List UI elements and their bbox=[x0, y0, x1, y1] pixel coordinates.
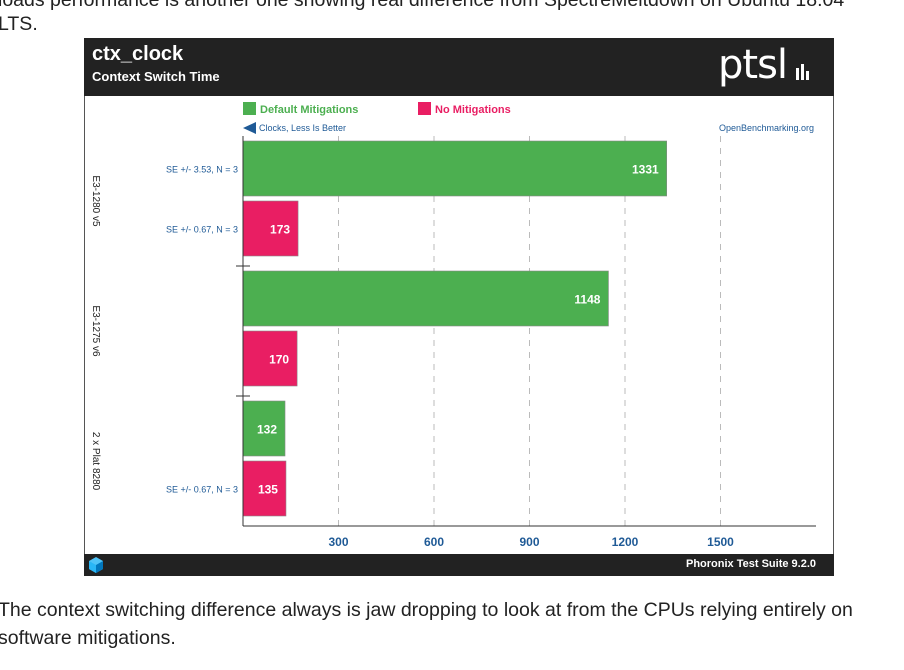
footer-version: Phoronix Test Suite 9.2.0 bbox=[686, 558, 816, 570]
pts-logo-text: ptsl bbox=[718, 44, 787, 88]
bar-chart: Default Mitigations No Mitigations Clock… bbox=[90, 102, 816, 549]
left-arrow-icon bbox=[243, 122, 256, 134]
bar bbox=[242, 200, 299, 257]
direction-note: Clocks, Less Is Better bbox=[259, 123, 346, 133]
bar-value-label: 132 bbox=[257, 423, 277, 437]
bar-value-label: 170 bbox=[269, 353, 289, 367]
article-text-bottom-2: software mitigations. bbox=[0, 627, 176, 649]
article-text-top-continued: LTS. bbox=[0, 13, 38, 35]
x-tick-label: 1500 bbox=[707, 535, 734, 549]
bar bbox=[242, 270, 609, 327]
se-label: SE +/- 0.67, N = 3 bbox=[166, 485, 238, 495]
se-label: SE +/- 0.67, N = 3 bbox=[166, 225, 238, 235]
category-label: E3-1275 v6 bbox=[90, 305, 101, 357]
bar bbox=[242, 460, 287, 517]
x-tick-label: 300 bbox=[328, 535, 348, 549]
x-tick-label: 900 bbox=[519, 535, 539, 549]
x-tick-label: 1200 bbox=[612, 535, 639, 549]
category-label: 2 x Plat 8280 bbox=[90, 432, 101, 491]
figure-subtitle: Context Switch Time bbox=[92, 69, 220, 84]
bar-value-label: 173 bbox=[270, 223, 290, 237]
bar-value-label: 135 bbox=[258, 483, 278, 497]
legend-label-default-mitigations: Default Mitigations bbox=[260, 104, 358, 116]
openbenchmarking-icon bbox=[89, 557, 103, 573]
figure-header: ctx_clock Context Switch Time ptsl bbox=[84, 38, 834, 96]
legend-swatch-default-mitigations bbox=[243, 102, 256, 115]
se-label: SE +/- 3.53, N = 3 bbox=[166, 165, 238, 175]
bar-value-label: 1331 bbox=[632, 163, 659, 177]
benchmark-figure: ctx_clock Context Switch Time ptsl Defau… bbox=[84, 38, 834, 576]
bar bbox=[242, 400, 286, 457]
category-label: E3-1280 v5 bbox=[90, 175, 101, 227]
article-text-bottom-1: The context switching difference always … bbox=[0, 599, 853, 621]
pts-logo: ptsl bbox=[718, 44, 809, 88]
figure-footer: Phoronix Test Suite 9.2.0 bbox=[84, 554, 834, 576]
figure-title: ctx_clock bbox=[92, 43, 184, 65]
x-tick-label: 600 bbox=[424, 535, 444, 549]
source-label: OpenBenchmarking.org bbox=[719, 123, 814, 133]
plot-frame bbox=[84, 96, 834, 554]
article-text-top: loads performance is another one showing… bbox=[0, 0, 845, 11]
bar bbox=[242, 140, 668, 197]
legend-label-no-mitigations: No Mitigations bbox=[435, 104, 511, 116]
legend-swatch-no-mitigations bbox=[418, 102, 431, 115]
bar-value-label: 1148 bbox=[574, 293, 600, 307]
bar bbox=[242, 330, 298, 387]
